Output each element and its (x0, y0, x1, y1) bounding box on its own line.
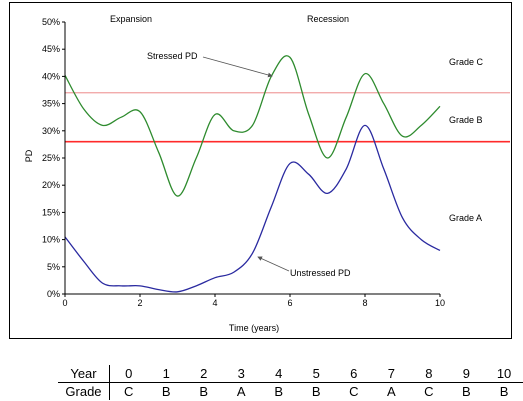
grade-cell: B (161, 384, 171, 399)
grade-a-label: Grade A (449, 213, 482, 223)
year-cell: 7 (372, 365, 411, 383)
y-axis-label: PD (24, 149, 34, 162)
y-tick-label: 40% (42, 71, 60, 81)
grade-cell: C (424, 384, 434, 399)
x-tick-label: 0 (62, 298, 67, 308)
stressed-pd-label: Stressed PD (147, 51, 198, 61)
y-tick-label: 35% (42, 99, 60, 109)
y-tick-label: 25% (42, 153, 60, 163)
grade-c-label: Grade C (449, 57, 484, 67)
unstressed-pd-line (64, 124, 441, 293)
year-cell: 6 (335, 365, 373, 383)
year-cell: 3 (222, 365, 261, 383)
recession-label: Recession (307, 14, 349, 24)
grade-cell: B (499, 384, 509, 399)
grade-cell: B (199, 384, 209, 399)
x-axis-label: Time (years) (229, 323, 279, 333)
grade-cell: B (274, 384, 284, 399)
year-cell: 8 (410, 365, 448, 383)
year-cell: 2 (185, 365, 223, 383)
x-tick-label: 2 (137, 298, 142, 308)
x-tick-label: 6 (287, 298, 292, 308)
year-cell: 9 (447, 365, 486, 383)
y-tick-label: 0% (47, 289, 60, 299)
year-cell: 4 (260, 365, 298, 383)
y-tick-label: 30% (42, 126, 60, 136)
grade-b-label: Grade B (449, 115, 483, 125)
grade-cell: B (311, 384, 321, 399)
pd-chart: 0% 5% 10% 15% 20% 25% 30% 35% 40% 45% 50% 0 2 4 6 8 10 E… (24, 14, 510, 333)
x-tick-label: 8 (362, 298, 367, 308)
chart-frame: 0% 5% 10% 15% 20% 25% 30% 35% 40% 45% 50% 0 2 4 6 8 10 E… (9, 2, 512, 339)
year-row: Year 0 1 2 3 4 5 6 7 8 9 10 (58, 365, 523, 383)
y-tick-label: 15% (42, 207, 60, 217)
grade-cell: B (462, 384, 471, 399)
y-tick-label: 10% (42, 235, 60, 245)
grade-header: Grade (58, 382, 110, 400)
grade-cell: A (386, 384, 396, 399)
x-tick-label: 4 (212, 298, 217, 308)
unstressed-pd-pointer (257, 256, 290, 272)
grade-table: Year 0 1 2 3 4 5 6 7 8 9 10 Grade C B B … (58, 365, 523, 400)
y-tick-label: 50% (42, 17, 60, 27)
expansion-label: Expansion (110, 14, 152, 24)
year-cell: 1 (147, 365, 186, 383)
grade-cell: C (124, 384, 134, 399)
year-header: Year (58, 365, 110, 383)
grade-row: Grade C B B A B B C A C B B (58, 382, 523, 400)
grade-cell: A (236, 384, 246, 399)
year-cell: 0 (109, 365, 148, 383)
y-tick-label: 5% (47, 262, 60, 272)
year-cell: 10 (485, 365, 523, 383)
y-tick-label: 45% (42, 44, 60, 54)
stressed-pd-line (64, 55, 441, 197)
x-tick-label: 10 (435, 298, 445, 308)
y-tick-label: 20% (42, 180, 60, 190)
unstressed-pd-label: Unstressed PD (290, 268, 351, 278)
year-cell: 5 (297, 365, 336, 383)
grade-cell: C (349, 384, 359, 399)
stressed-pd-pointer (202, 56, 273, 78)
